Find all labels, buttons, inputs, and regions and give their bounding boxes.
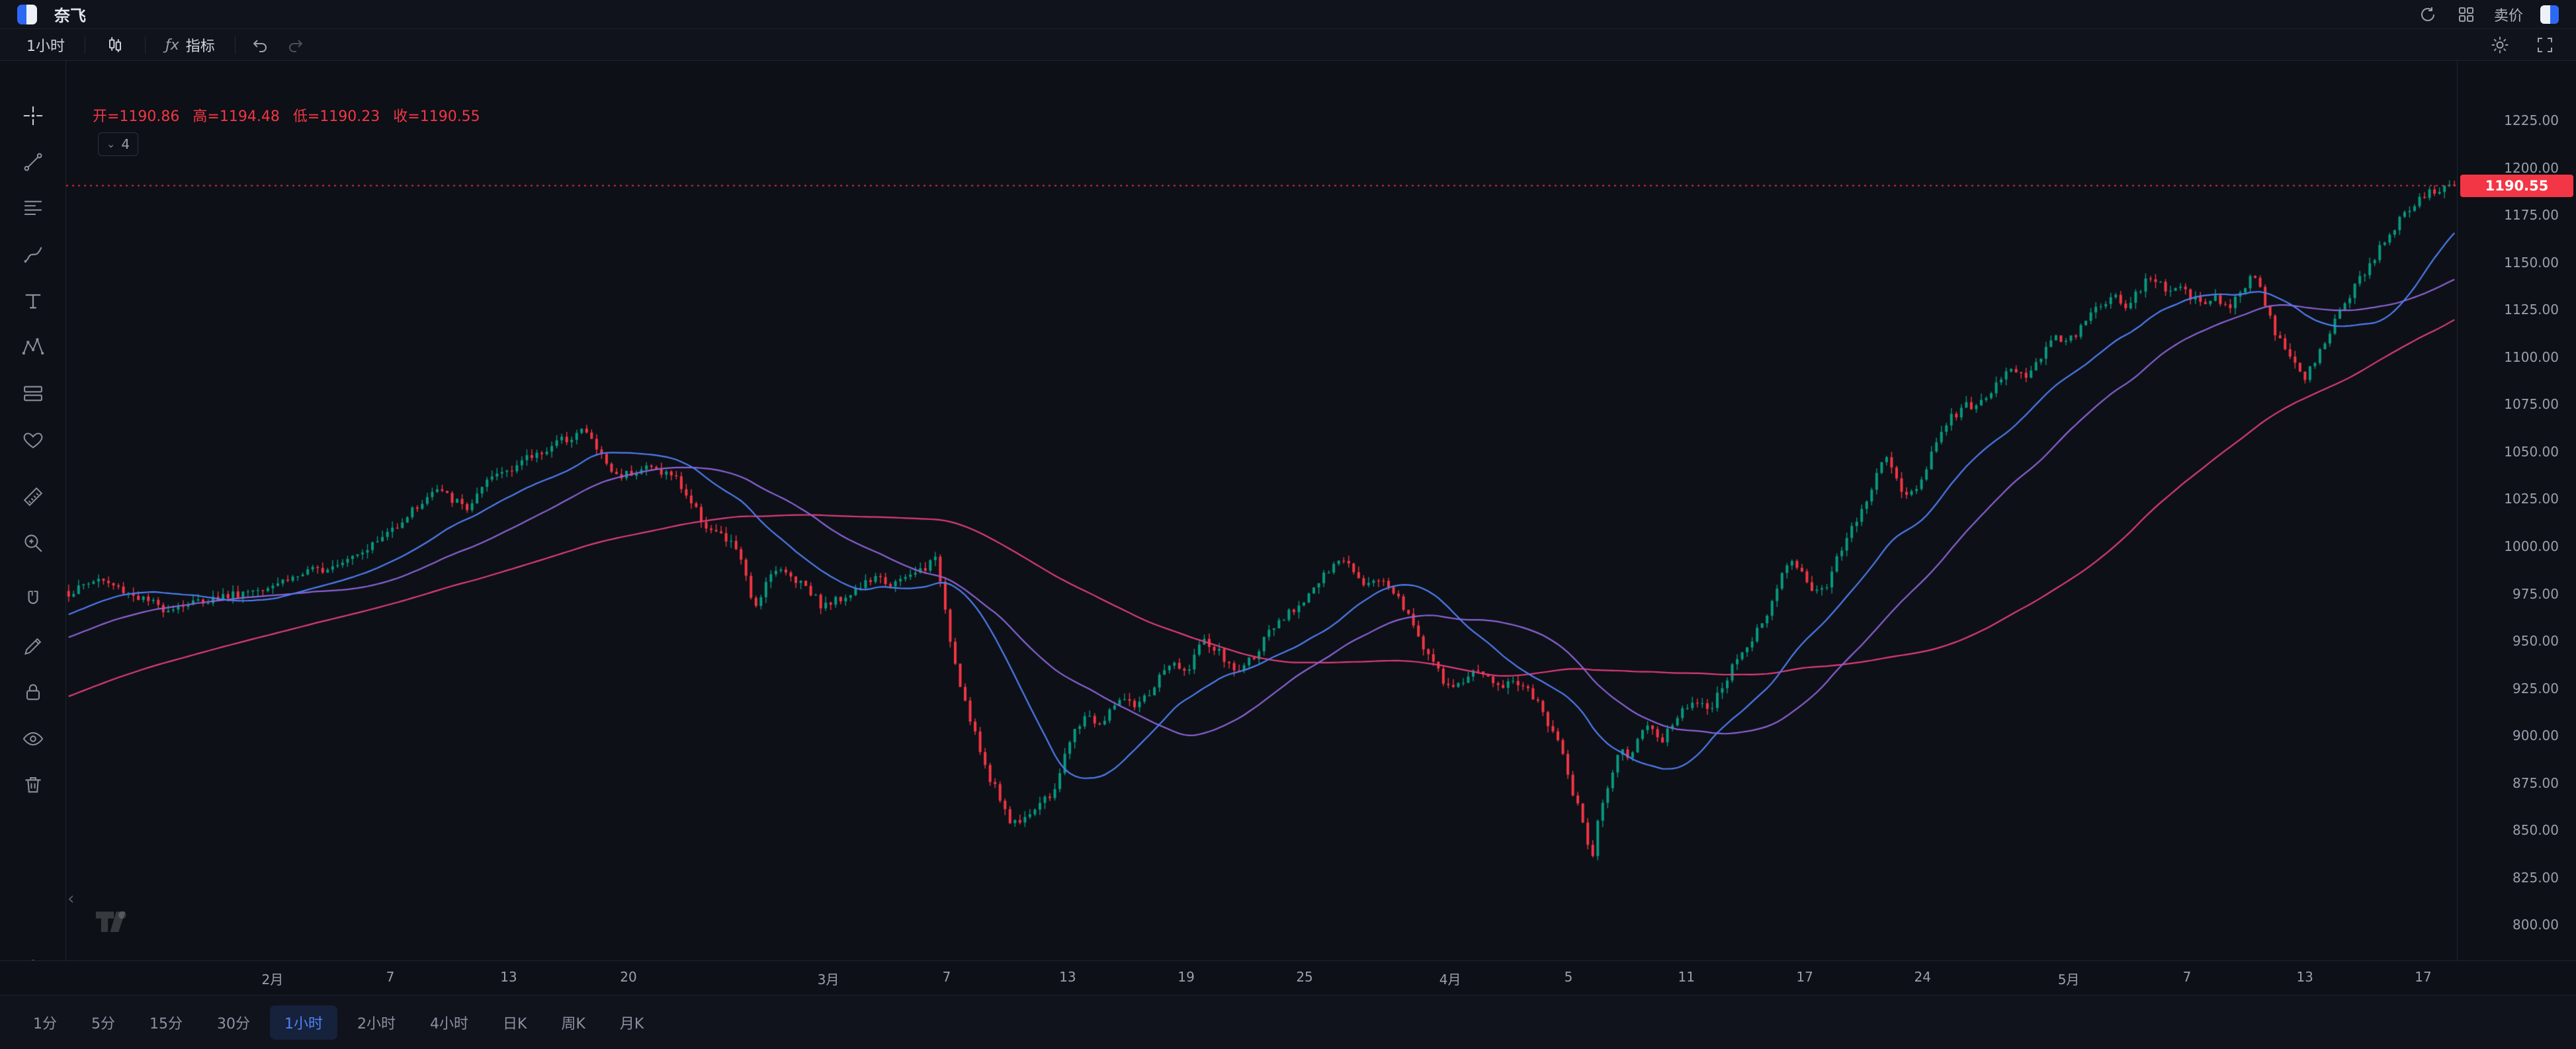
xabcd-pattern-tool[interactable] [10, 324, 56, 370]
lock-all-drawings-tool[interactable] [10, 669, 56, 716]
refresh-icon[interactable] [2417, 4, 2438, 25]
redo-icon[interactable] [284, 34, 307, 56]
legend-high: 高=1194.48 [193, 108, 280, 125]
hidden-indicators-count: 4 [121, 136, 130, 152]
interval-option-15分[interactable]: 15分 [135, 1005, 197, 1040]
ohlc-legend: 开=1190.86 高=1194.48 低=1190.23 收=1190.55 [93, 105, 480, 126]
time-scale-label: 25 [1296, 969, 1313, 985]
top-header: 奈飞 卖价 [0, 0, 2576, 29]
price-scale-label: 1200.00 [2504, 159, 2559, 176]
chart-plot-area[interactable]: 开=1190.86 高=1194.48 低=1190.23 收=1190.55 … [66, 61, 2457, 960]
time-scale[interactable]: 2月 7 13 20 3月 7 13 19 25 4月 5 11 17 24 5月 7 13 17 [0, 960, 2576, 995]
fx-icon: ƒx [165, 36, 179, 54]
symbol-title: 奈飞 [54, 7, 86, 25]
time-scale-label: 24 [1914, 969, 1931, 985]
time-scale-label: 11 [1678, 969, 1695, 985]
brush-tool[interactable] [10, 231, 56, 278]
price-scale-label: 1100.00 [2504, 349, 2559, 365]
time-scale-label: 17 [1796, 969, 1813, 985]
time-scale-label: 19 [1178, 969, 1195, 985]
time-scale-label: 5月 [2057, 972, 2080, 987]
price-scale-label: 1075.00 [2504, 396, 2559, 413]
time-scale-label: 2月 [261, 972, 284, 987]
interval-option-日K[interactable]: 日K [488, 1005, 541, 1040]
zoom-in-tool[interactable] [10, 520, 56, 566]
measure-ruler-tool[interactable] [10, 474, 56, 520]
last-price-tag: 1190.55 [2460, 174, 2573, 197]
tradingview-logo-icon [91, 900, 134, 942]
time-scale-label: 13 [1059, 969, 1076, 985]
price-scale-label: 1150.00 [2504, 254, 2559, 271]
interval-option-1分[interactable]: 1分 [19, 1005, 71, 1040]
price-scale-label: 925.00 [2512, 680, 2559, 696]
fib-retracement-tool[interactable] [10, 185, 56, 231]
interval-option-1小时[interactable]: 1小时 [270, 1005, 337, 1040]
time-scale-label: 3月 [817, 972, 839, 987]
time-scale-label: 7 [942, 969, 951, 985]
time-scale-label: 7 [2182, 969, 2192, 985]
sidebar-collapse-handle[interactable]: ‹ [67, 889, 75, 909]
ask-price-label: 卖价 [2493, 7, 2523, 24]
drawing-mode-tool[interactable] [10, 623, 56, 669]
chart-toolbar: 1小时 ƒx 指标 [0, 30, 2576, 61]
interval-button[interactable]: 1小时 [20, 30, 71, 60]
price-scale-label: 975.00 [2512, 585, 2559, 602]
price-scale[interactable]: 1190.55 1225.00 1200.00 1175.00 1150.00 1125… [2457, 61, 2576, 960]
price-scale-label: 1050.00 [2504, 443, 2559, 460]
time-scale-label: 7 [386, 969, 395, 985]
toolbar-separator [145, 36, 146, 54]
time-scale-label: 13 [2296, 969, 2313, 985]
time-scale-label: 17 [2415, 969, 2432, 985]
crosshair-tool[interactable] [10, 93, 56, 139]
long-position-tool[interactable] [10, 370, 56, 417]
price-scale-label: 900.00 [2512, 728, 2559, 744]
indicators-button[interactable]: ƒx 指标 [159, 30, 222, 60]
chart-settings-gear-icon[interactable] [2489, 34, 2511, 56]
remove-objects-tool[interactable] [10, 762, 56, 808]
interval-button-label: 1小时 [26, 38, 65, 55]
interval-option-周K[interactable]: 周K [546, 1005, 599, 1040]
time-scale-label: 13 [500, 969, 517, 985]
hide-all-drawings-tool[interactable] [10, 716, 56, 762]
interval-option-月K[interactable]: 月K [605, 1005, 658, 1040]
price-scale-label: 850.00 [2512, 822, 2559, 839]
candlestick-canvas[interactable] [66, 61, 2457, 960]
price-scale-label: 1175.00 [2504, 207, 2559, 224]
legend-close: 收=1190.55 [393, 108, 480, 125]
price-scale-label: 800.00 [2512, 917, 2559, 933]
indicators-button-label: 指标 [185, 38, 215, 55]
price-scale-label: 1025.00 [2504, 491, 2559, 507]
interval-option-5分[interactable]: 5分 [77, 1005, 130, 1040]
magnet-tool[interactable] [10, 577, 56, 623]
time-scale-label: 5 [1564, 969, 1573, 985]
chevron-down-icon: ⌄ [107, 138, 116, 150]
price-scale-label: 1000.00 [2504, 538, 2559, 554]
toolbar-separator [234, 36, 236, 54]
price-scale-label: 1225.00 [2504, 112, 2559, 128]
layout-grid-icon[interactable] [2456, 4, 2477, 25]
legend-open: 开=1190.86 [93, 108, 180, 125]
emoji-tool[interactable] [10, 417, 56, 463]
text-tool[interactable] [10, 278, 56, 324]
price-scale-label: 950.00 [2512, 633, 2559, 650]
undo-icon[interactable] [249, 34, 271, 56]
fullscreen-icon[interactable] [2534, 34, 2556, 56]
drawing-toolbar [0, 61, 66, 1049]
candle-style-button[interactable] [99, 31, 132, 59]
candlestick-icon [109, 37, 121, 52]
price-scale-label: 1125.00 [2504, 302, 2559, 318]
trend-line-tool[interactable] [10, 139, 56, 185]
panel-toggle-icon[interactable] [2540, 5, 2559, 24]
hidden-indicators-chip[interactable]: ⌄ 4 [98, 132, 139, 156]
app-logo-icon[interactable] [17, 4, 37, 24]
legend-low: 低=1190.23 [292, 108, 380, 125]
price-scale-label: 875.00 [2512, 775, 2559, 791]
time-scale-label: 20 [620, 969, 637, 985]
price-scale-label: 825.00 [2512, 869, 2559, 886]
interval-bottom-bar: 1分 5分 15分 30分 1小时 2小时 4小时 日K 周K 月K [0, 995, 2576, 1049]
interval-option-30分[interactable]: 30分 [202, 1005, 265, 1040]
interval-option-2小时[interactable]: 2小时 [343, 1005, 410, 1040]
time-scale-label: 4月 [1439, 972, 1461, 987]
interval-option-4小时[interactable]: 4小时 [415, 1005, 483, 1040]
